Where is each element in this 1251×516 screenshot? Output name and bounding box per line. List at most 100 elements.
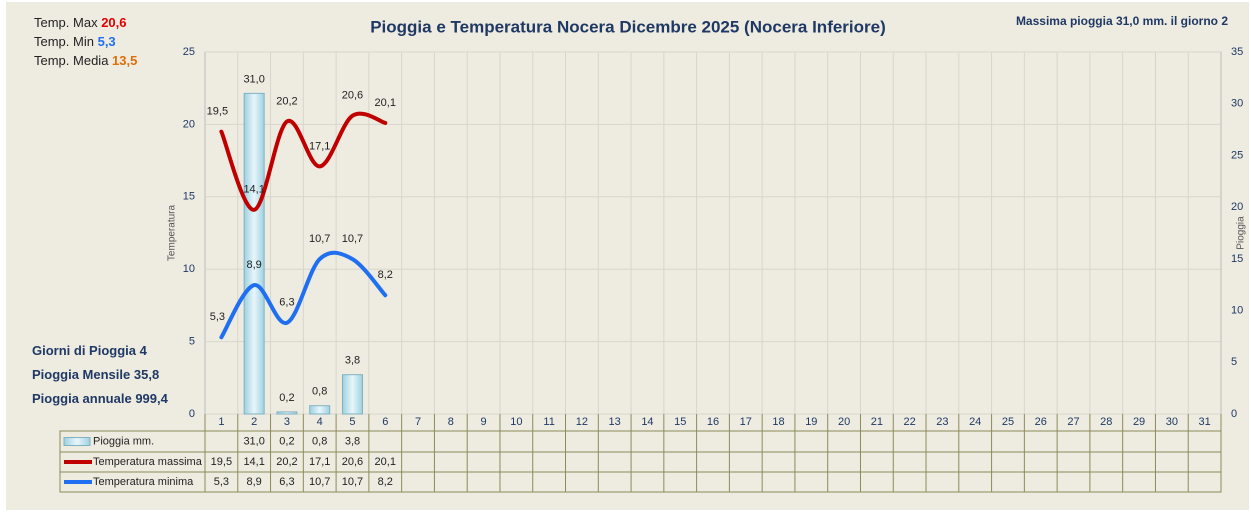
x-tick-label: 7 — [415, 416, 421, 428]
data-label: 20,1 — [375, 97, 396, 109]
stat-name: Temp. Media — [34, 53, 109, 68]
legend-label: Pioggia mm. — [93, 435, 154, 447]
x-tick-label: 16 — [707, 416, 719, 428]
data-label: 0,8 — [312, 386, 327, 398]
stat-label: Temp. Media 13,5 — [34, 53, 137, 68]
table-cell: 17,1 — [309, 456, 330, 468]
table-cell: 3,8 — [345, 435, 360, 447]
x-tick-label: 1 — [218, 416, 224, 428]
x-tick-label: 4 — [317, 416, 323, 428]
x-tick-label: 2 — [251, 416, 257, 428]
y-tick-label: 15 — [183, 191, 195, 203]
x-tick-label: 14 — [641, 416, 653, 428]
data-label: 31,0 — [243, 73, 264, 85]
y2-tick-label: 30 — [1231, 98, 1243, 110]
y2-tick-label: 15 — [1231, 253, 1243, 265]
stat-label: Temp. Max 20,6 — [34, 15, 127, 30]
x-tick-label: 12 — [576, 416, 588, 428]
rain-bar — [243, 92, 265, 415]
data-label: 3,8 — [345, 355, 360, 367]
stat-name: Pioggia Mensile — [32, 367, 130, 382]
data-label: 8,2 — [378, 269, 393, 281]
x-tick-label: 20 — [838, 416, 850, 428]
stat-label: Pioggia Mensile 35,8 — [32, 367, 159, 382]
stat-label: Temp. Min 5,3 — [34, 34, 116, 49]
plot-area — [204, 51, 1222, 415]
x-tick-label: 21 — [871, 416, 883, 428]
data-label: 8,9 — [247, 259, 262, 271]
table-cell: 31,0 — [243, 435, 264, 447]
x-tick-label: 3 — [284, 416, 290, 428]
data-label: 6,3 — [279, 297, 294, 309]
y2-tick-label: 0 — [1231, 408, 1237, 420]
table-cell: 8,9 — [247, 476, 262, 488]
x-tick-label: 24 — [969, 416, 981, 428]
stat-value: 13,5 — [112, 53, 137, 68]
stat-value: 999,4 — [135, 391, 168, 406]
stat-label: Pioggia annuale 999,4 — [32, 391, 169, 406]
y-tick-label: 25 — [183, 46, 195, 58]
data-label: 10,7 — [309, 233, 330, 245]
x-tick-label: 31 — [1198, 416, 1210, 428]
table-cell: 20,6 — [342, 456, 363, 468]
legend-label: Temperatura massima — [93, 456, 203, 468]
stat-label: Giorni di Pioggia 4 — [32, 343, 148, 358]
y2-tick-label: 25 — [1231, 149, 1243, 161]
x-tick-label: 25 — [1002, 416, 1014, 428]
data-label: 20,6 — [342, 90, 363, 102]
legend-label: Temperatura minima — [93, 476, 194, 488]
stat-name: Temp. Max — [34, 15, 98, 30]
table-cell: 8,2 — [378, 476, 393, 488]
y-tick-label: 20 — [183, 118, 195, 130]
rain-bar — [276, 411, 298, 415]
data-label: 20,2 — [276, 95, 297, 107]
x-tick-label: 11 — [543, 416, 554, 428]
table-cell: 0,2 — [279, 435, 294, 447]
y-tick-label: 10 — [183, 263, 195, 275]
x-tick-label: 29 — [1133, 416, 1145, 428]
stat-value: 20,6 — [101, 15, 126, 30]
data-label: 17,1 — [309, 140, 330, 152]
data-label: 5,3 — [210, 311, 225, 323]
temp-line — [219, 250, 388, 340]
y2-tick-label: 5 — [1231, 356, 1237, 368]
x-tick-label: 13 — [609, 416, 621, 428]
stat-name: Temp. Min — [34, 34, 94, 49]
x-tick-label: 6 — [382, 416, 388, 428]
legend-swatch — [63, 437, 91, 446]
stat-value: 5,3 — [98, 34, 116, 49]
data-label: 14,1 — [243, 184, 264, 196]
subtitle: Massima pioggia 31,0 mm. il giorno 2 — [1016, 14, 1228, 28]
y-axis-title: Temperatura — [167, 204, 178, 261]
x-tick-label: 17 — [740, 416, 752, 428]
chart-title: Pioggia e Temperatura Nocera Dicembre 20… — [370, 17, 886, 36]
stat-name: Pioggia annuale — [32, 391, 132, 406]
table-cell: 10,7 — [342, 476, 363, 488]
x-tick-label: 30 — [1166, 416, 1178, 428]
y2-tick-label: 35 — [1231, 46, 1243, 58]
x-tick-label: 26 — [1035, 416, 1047, 428]
x-tick-label: 8 — [448, 416, 454, 428]
table-cell: 20,1 — [375, 456, 396, 468]
y2-tick-label: 10 — [1231, 304, 1243, 316]
data-label: 10,7 — [342, 233, 363, 245]
table-cell: 10,7 — [309, 476, 330, 488]
temp-line — [219, 111, 388, 212]
x-tick-label: 15 — [674, 416, 686, 428]
table-cell: 0,8 — [312, 435, 327, 447]
y-tick-label: 0 — [189, 408, 195, 420]
x-tick-label: 19 — [805, 416, 817, 428]
x-tick-label: 5 — [349, 416, 355, 428]
data-label: 19,5 — [207, 106, 228, 118]
x-tick-label: 9 — [481, 416, 487, 428]
x-tick-label: 27 — [1067, 416, 1079, 428]
table-cell: 14,1 — [243, 456, 264, 468]
y2-axis-title: Pioggia — [1236, 216, 1247, 250]
table-cell: 5,3 — [214, 476, 229, 488]
y2-tick-label: 20 — [1231, 201, 1243, 213]
y-tick-label: 5 — [189, 336, 195, 348]
x-tick-label: 22 — [904, 416, 916, 428]
stat-value: 4 — [140, 343, 148, 358]
table-cell: 19,5 — [211, 456, 232, 468]
